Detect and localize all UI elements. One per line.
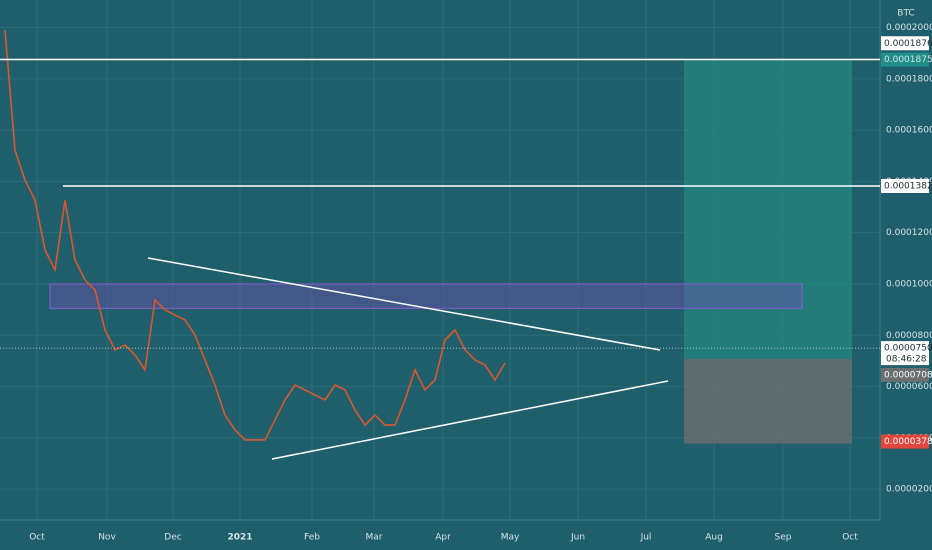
position-entry-tag: 0.0000708	[884, 370, 932, 380]
price-tag-bg	[881, 36, 929, 51]
drawings	[49, 59, 852, 444]
target-box	[684, 59, 852, 359]
price-tag: 0.0000750	[884, 344, 932, 354]
x-tick-label: Aug	[705, 533, 723, 543]
x-tick-label: Nov	[98, 533, 116, 543]
price-line	[4, 29, 506, 441]
price-tag-bg	[881, 178, 929, 193]
x-tick-label: Sep	[775, 533, 792, 543]
x-tick-label: Jul	[640, 533, 652, 543]
y-tick-label: 0.0002000	[886, 23, 932, 33]
position-target-tag: 0.0001876	[884, 39, 932, 49]
position-stop-tag: 0.0000378	[884, 437, 932, 447]
price-tag-bg	[881, 341, 929, 366]
plot	[0, 29, 880, 441]
price-tag-bg	[881, 434, 929, 449]
x-tick-label: May	[501, 533, 520, 543]
price-tag-bg	[881, 367, 929, 382]
x-tick-label: 2021	[227, 533, 252, 543]
trendline	[271, 380, 669, 460]
x-tick-label: Dec	[164, 533, 181, 543]
y-tick-label: 0.0000800	[886, 331, 932, 341]
y-tick-label: 0.0001000	[886, 279, 932, 289]
currency-label: BTC	[897, 9, 914, 19]
trendline	[147, 257, 661, 351]
x-tick-label: Mar	[366, 533, 383, 543]
zone	[49, 283, 803, 309]
countdown: 08:46:28	[886, 355, 927, 365]
price-tag: 0.0001875	[884, 55, 932, 65]
x-tick-label: Feb	[304, 533, 320, 543]
y-tick-label: 0.0000600	[886, 382, 932, 392]
x-tick-label: Jun	[570, 533, 585, 543]
x-tick-label: Apr	[435, 533, 451, 543]
y-tick-label: 0.0000200	[886, 485, 932, 495]
stop-box	[684, 358, 852, 444]
y-tick-label: 0.0001600	[886, 126, 932, 136]
price-tag-bg	[881, 52, 929, 67]
price-tags: 0.00002000.00004000.00006000.00008000.00…	[29, 23, 932, 543]
x-tick-label: Oct	[842, 533, 858, 543]
price-tag: 0.0001382	[884, 181, 932, 191]
y-tick-label: 0.0001200	[886, 228, 932, 238]
y-tick-label: 0.0001800	[886, 74, 932, 84]
x-tick-label: Oct	[29, 533, 45, 543]
